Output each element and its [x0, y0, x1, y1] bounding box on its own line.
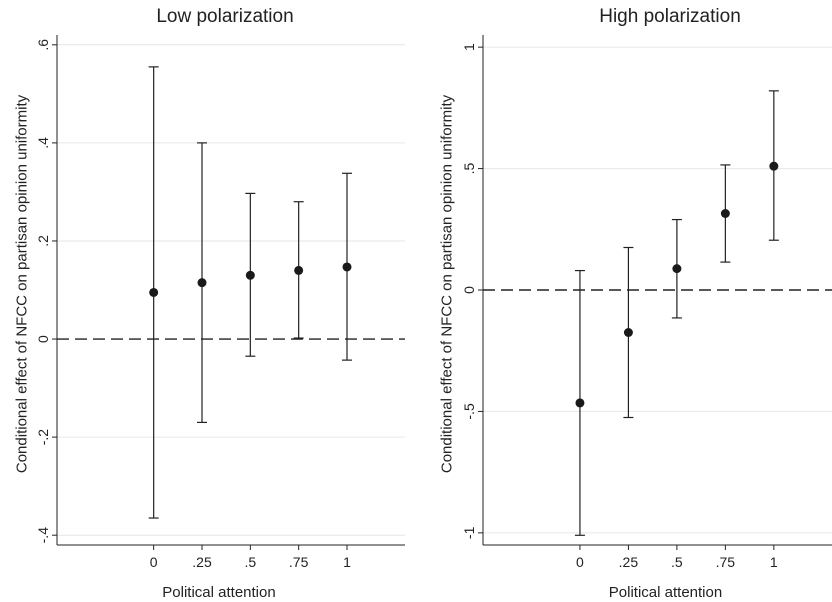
point-estimate — [575, 398, 585, 408]
y-tick-label: .4 — [35, 137, 51, 149]
x-axis-title: Political attention — [162, 584, 275, 601]
x-tick-label: 0 — [576, 554, 584, 570]
y-tick-label: .2 — [35, 235, 51, 247]
point-estimate — [672, 264, 682, 274]
x-tick-label: .75 — [716, 554, 736, 570]
x-tick-label: .5 — [671, 554, 683, 570]
y-axis-title: Conditional effect of NFCC on partisan o… — [14, 94, 31, 473]
error-bar — [671, 218, 682, 319]
error-bar — [720, 164, 731, 263]
x-tick-label: 1 — [770, 554, 778, 570]
y-tick-label: 0 — [35, 335, 51, 343]
y-tick-label: 0 — [461, 286, 477, 294]
point-estimate — [197, 278, 207, 288]
x-tick-label: .25 — [619, 554, 639, 570]
point-estimate — [720, 209, 730, 218]
point-estimate — [623, 328, 633, 337]
y-tick-label: .5 — [461, 163, 477, 175]
error-bar — [768, 90, 779, 241]
panel-low: -.4 -.2 0 .2 .4 .6 0 .25 .5 .75 1 Low polarization P… — [14, 6, 405, 601]
point-estimate — [294, 265, 304, 275]
x-tick-label: .75 — [289, 554, 309, 570]
panel-title: High polarization — [599, 6, 741, 27]
x-tick-label: 1 — [343, 554, 351, 570]
y-tick-label: -1 — [461, 526, 477, 539]
point-estimate — [769, 161, 779, 171]
panel-title: Low polarization — [156, 6, 293, 27]
point-estimate — [245, 270, 255, 280]
error-bar — [574, 269, 585, 536]
x-tick-label: .25 — [192, 554, 212, 570]
error-bar — [342, 172, 352, 361]
error-bar — [197, 142, 207, 424]
x-axis-title: Political attention — [609, 584, 722, 601]
y-tick-label: -.5 — [461, 403, 477, 420]
y-tick-label: 1 — [461, 43, 477, 51]
y-axis-title: Conditional effect of NFCC on partisan o… — [439, 94, 456, 473]
error-bar — [293, 201, 304, 339]
y-tick-label: .6 — [35, 39, 51, 51]
error-bar — [148, 66, 159, 519]
point-estimate — [149, 287, 159, 297]
x-tick-label: .5 — [244, 554, 256, 570]
y-tick-label: -.4 — [35, 527, 51, 544]
error-bar — [623, 246, 634, 419]
error-bar — [245, 192, 256, 357]
panel-high: -1 -.5 0 .5 1 0 .25 .5 .75 1 High polarization Poli… — [439, 6, 832, 601]
point-estimate — [342, 262, 352, 272]
x-tick-label: 0 — [150, 554, 158, 570]
y-tick-label: -.2 — [35, 429, 51, 446]
